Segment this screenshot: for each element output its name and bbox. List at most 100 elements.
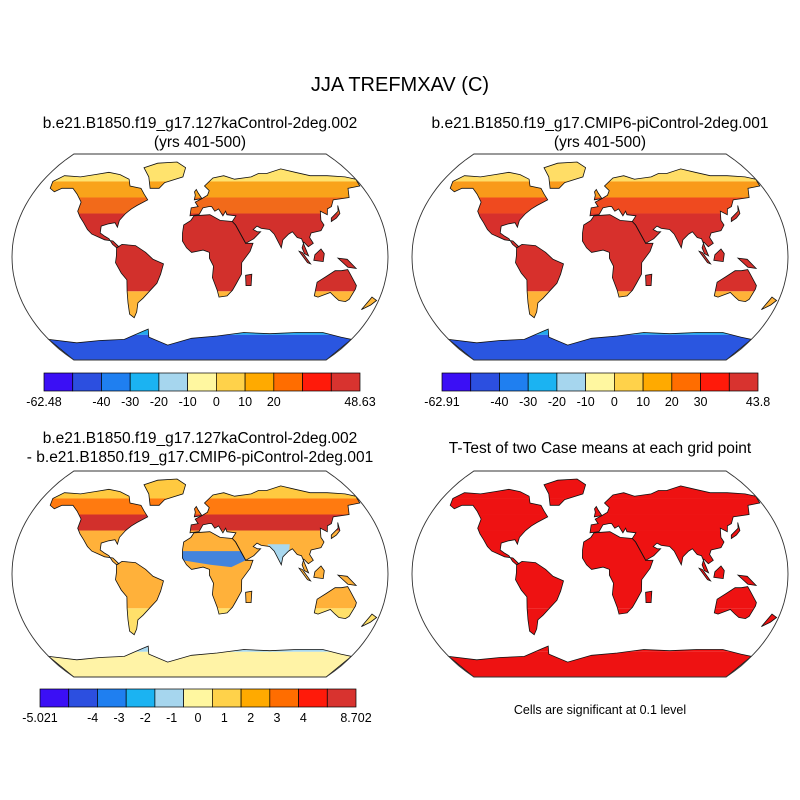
colorbar-tick-label: 10 <box>636 395 650 409</box>
colorbar-swatch <box>556 372 586 392</box>
panel-case1-subtitle: (yrs 401-500) <box>153 134 247 151</box>
colorbar-swatch <box>642 372 673 392</box>
coastline-new-zealand <box>361 613 378 627</box>
panel-case2-title: b.e21.B1850.f19_g17.CMIP6-piControl-2deg… <box>400 114 800 152</box>
colorbar-tick-label: -30 <box>121 395 139 409</box>
colorbar-swatch <box>43 372 74 392</box>
coastline-borneo <box>713 565 725 580</box>
map-svg <box>11 153 389 361</box>
map-svg <box>411 470 789 678</box>
coastline-uk <box>593 188 603 201</box>
panel-case2-subtitle: (yrs 401-500) <box>553 134 647 151</box>
colorbar-swatch <box>326 688 357 708</box>
coastline-north-america <box>49 171 149 249</box>
colorbar-swatch <box>158 372 188 392</box>
coastline-new-guinea <box>736 257 758 269</box>
coastline-borneo <box>313 248 325 263</box>
colorbar-swatch <box>129 372 160 392</box>
colorbar-tick-label: -4 <box>87 711 98 725</box>
colorbar-tick-label: -20 <box>548 395 566 409</box>
colorbar-swatch <box>212 688 242 708</box>
coastline-sumatra <box>298 250 312 265</box>
colorbar-tick-label: -10 <box>577 395 595 409</box>
colorbar-swatch <box>470 372 500 392</box>
coastline-north-america <box>449 171 549 249</box>
colorbar-swatch <box>671 372 701 392</box>
coastline-africa <box>581 214 654 298</box>
sahel-patch <box>182 551 246 568</box>
colorbar-tick-label: -3 <box>113 711 124 725</box>
colorbar-swatch <box>125 688 156 708</box>
coastline-borneo <box>313 565 325 580</box>
colorbar-swatch <box>728 372 759 392</box>
panel-diff-title-line1: b.e21.B1850.f19_g17.127kaControl-2deg.00… <box>42 430 358 447</box>
coastline-uk <box>193 505 203 518</box>
coastline-madagascar <box>645 273 653 286</box>
colorbar-swatch <box>97 688 127 708</box>
colorbar-tick-label: 2 <box>247 711 254 725</box>
colorbar-tick-label: -40 <box>490 395 508 409</box>
colorbar-difference: -5.021 -4 -3 -2 -1 0 1 2 3 4 8.702 <box>22 688 372 729</box>
coastline-japan <box>730 205 741 223</box>
colorbar-swatch <box>154 688 184 708</box>
coastline-sumatra <box>698 567 712 582</box>
colorbar-swatch <box>216 372 246 392</box>
colorbar-swatch <box>330 372 361 392</box>
colorbar-svg: -5.021 -4 -3 -2 -1 0 1 2 3 4 8.702 <box>22 688 372 725</box>
colorbar-tick-label: 0 <box>195 711 202 725</box>
coastline-sumatra <box>298 567 312 582</box>
coastline-north-america <box>449 488 549 566</box>
page-title: JJA TREFMXAV (C) <box>310 74 490 96</box>
colorbar-swatch <box>269 688 299 708</box>
projection-border <box>411 470 789 678</box>
significance-note: Cells are significant at 0.1 level <box>513 703 687 717</box>
projection-border <box>11 470 389 678</box>
colorbar-swatch <box>298 688 328 708</box>
coastline-south-america <box>515 560 564 636</box>
coastline-south-america <box>115 243 164 319</box>
map-difference <box>10 469 390 679</box>
map-ttest <box>410 469 790 679</box>
colorbar-swatch <box>527 372 558 392</box>
coastlines <box>447 478 778 678</box>
panel-case1-title: b.e21.B1850.f19_g17.127kaControl-2deg.00… <box>0 114 400 152</box>
colorbar-tick-label: 3 <box>274 711 281 725</box>
colorbar-swatch <box>187 372 217 392</box>
coastline-africa <box>181 531 254 615</box>
colorbar-swatch <box>441 372 472 392</box>
colorbar-swatch <box>183 688 213 708</box>
colorbar-tick-label: -20 <box>150 395 168 409</box>
colorbar-tick-label: 0 <box>611 395 618 409</box>
colorbar-swatch <box>273 372 303 392</box>
projection-border <box>411 153 789 361</box>
colorbar-tick-label: -10 <box>179 395 197 409</box>
colorbar-swatch <box>244 372 275 392</box>
coastline-south-america <box>515 243 564 319</box>
coastline-africa <box>181 214 254 298</box>
colorbar-tick-label: 4 <box>300 711 307 725</box>
panel-ttest-title-line1: T-Test of two Case means at each grid po… <box>448 440 752 457</box>
panel-diff-title: b.e21.B1850.f19_g17.127kaControl-2deg.00… <box>0 429 400 467</box>
colorbar-tick-label: -2 <box>140 711 151 725</box>
coastline-japan <box>330 205 341 223</box>
colorbar-tick-label: 0 <box>213 395 220 409</box>
colorbar-tick-label: 20 <box>665 395 679 409</box>
colorbar-swatch <box>101 372 131 392</box>
colorbar-swatch <box>499 372 529 392</box>
coastlines <box>47 161 378 361</box>
colorbar-case1: -62.48 -40 -30 -20 -10 0 10 20 48.63 <box>26 372 376 413</box>
colorbar-svg: -62.48 -40 -30 -20 -10 0 10 20 48.63 <box>26 372 376 409</box>
colorbar-swatch <box>72 372 102 392</box>
colorbar-swatch <box>302 372 332 392</box>
colorbar-swatch <box>68 688 98 708</box>
colorbar-tick-label: 20 <box>267 395 281 409</box>
map-case2 <box>410 152 790 362</box>
colorbar-swatch <box>240 688 271 708</box>
coastline-south-america <box>115 560 164 636</box>
colorbar-swatch <box>700 372 730 392</box>
colorbar-tick-label: 43.8 <box>746 395 770 409</box>
colorbar-swatch <box>614 372 644 392</box>
projection-border <box>11 153 389 361</box>
colorbar-tick-label: -5.021 <box>22 711 57 725</box>
coastline-new-zealand <box>761 296 778 310</box>
